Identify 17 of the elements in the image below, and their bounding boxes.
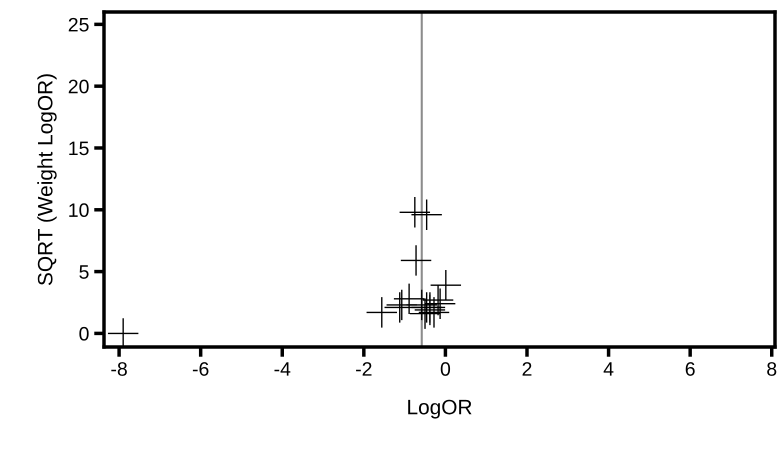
y-tick-label: 10 bbox=[69, 203, 89, 218]
y-tick-label: 0 bbox=[79, 326, 89, 341]
x-axis-title: LogOR bbox=[408, 400, 472, 419]
y-axis-title: SQRT (Weight LogOR) bbox=[37, 74, 57, 286]
x-tick-label: -2 bbox=[356, 362, 372, 376]
x-tick-label: 8 bbox=[767, 362, 776, 376]
x-tick-label: 6 bbox=[686, 362, 695, 376]
y-tick-label: 25 bbox=[68, 18, 89, 32]
y-tick-label: 5 bbox=[79, 265, 89, 279]
y-tick-label: 15 bbox=[69, 142, 89, 156]
x-tick-label: 0 bbox=[440, 362, 450, 376]
x-tick-label: 2 bbox=[522, 362, 532, 376]
y-tick-label: 20 bbox=[68, 80, 89, 94]
x-tick-label: -6 bbox=[192, 362, 208, 376]
x-tick-label: -4 bbox=[274, 362, 290, 376]
x-tick-label: 4 bbox=[604, 362, 614, 376]
x-tick-label: -8 bbox=[111, 362, 127, 376]
